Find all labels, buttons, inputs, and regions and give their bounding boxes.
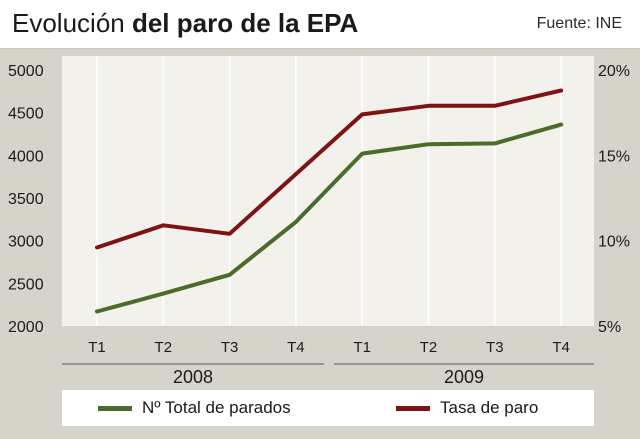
y-left-tick-label: 4500 <box>8 106 44 123</box>
title-regular: Evolución <box>12 8 125 38</box>
legend-item-parados: Nº Total de parados <box>98 398 291 418</box>
x-tick-label: T2 <box>420 339 438 356</box>
chart-header: Evolución del paro de la EPA Fuente: INE <box>0 0 640 49</box>
source-label: Fuente: INE <box>536 15 622 32</box>
legend-label-parados: Nº Total de parados <box>142 398 291 417</box>
year-group-label: 2008 <box>173 367 213 387</box>
legend-swatch-parados <box>98 406 132 412</box>
legend-label-tasa: Tasa de paro <box>440 398 539 417</box>
x-tick-label: T3 <box>486 339 504 356</box>
y-left-tick-label: 4000 <box>8 148 44 165</box>
year-group-label: 2009 <box>444 367 484 387</box>
y-right-tick-label: 10% <box>598 234 630 251</box>
y-left-tick-label: 3000 <box>8 234 44 251</box>
series-line-tasa <box>95 88 564 250</box>
chart-title: Evolución del paro de la EPA <box>12 8 358 39</box>
x-tick-label: T1 <box>353 339 371 356</box>
title-bold: del paro de la EPA <box>131 8 359 38</box>
x-tick-label: T4 <box>552 339 570 356</box>
y-left-tick-label: 2000 <box>8 319 44 336</box>
y-left-tick-label: 2500 <box>8 276 44 293</box>
y-right-tick-label: 20% <box>598 63 630 80</box>
y-right-tick-label: 15% <box>598 148 630 165</box>
legend-item-tasa: Tasa de paro <box>396 398 538 418</box>
legend: Nº Total de parados Tasa de paro <box>62 390 594 426</box>
x-tick-label: T4 <box>287 339 305 356</box>
x-tick-label: T1 <box>88 339 106 356</box>
legend-swatch-tasa <box>396 406 430 412</box>
line-chart: 2000 2500 3000 3500 4000 4500 5000 5% 10% 15% 20% T… <box>8 56 630 387</box>
series-line-parados <box>95 122 564 314</box>
y-left-tick-label: 3500 <box>8 191 44 208</box>
y-left-tick-label: 5000 <box>8 63 44 80</box>
y-right-tick-label: 5% <box>598 319 621 336</box>
x-tick-label: T3 <box>221 339 239 356</box>
x-tick-label: T2 <box>155 339 173 356</box>
